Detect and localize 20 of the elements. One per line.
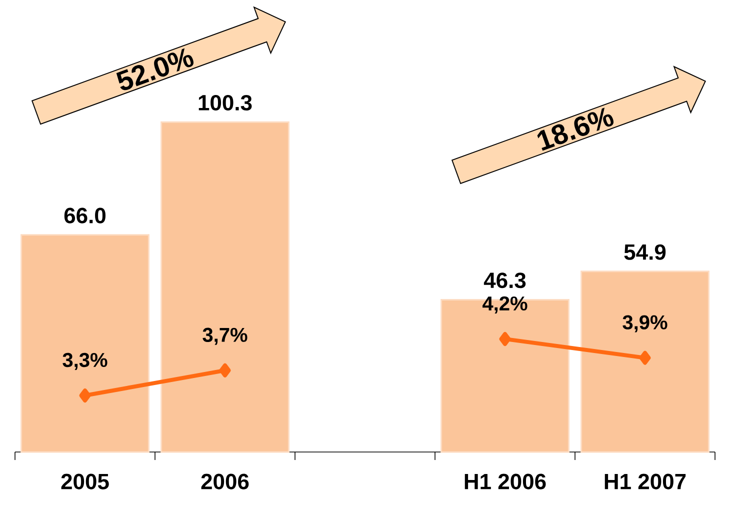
data-label: 3,7%	[202, 328, 248, 345]
x-tick-label: H1 2007	[604, 474, 686, 490]
bar	[20, 234, 150, 453]
data-label: 3,9%	[622, 315, 668, 332]
point	[79, 388, 91, 402]
data-label: 46.3	[484, 272, 526, 288]
x-tick-label: 2006	[201, 474, 249, 490]
data-label: 3,3%	[62, 352, 108, 370]
data-label: 66.0	[64, 208, 106, 224]
point	[499, 332, 511, 346]
data-label: 4,2%	[482, 296, 528, 314]
x-tick-label: 2005	[61, 474, 109, 490]
point	[219, 363, 231, 378]
text: 52.0%	[116, 48, 194, 90]
x-tick-label: H1 2006	[464, 474, 546, 490]
bar	[580, 270, 710, 453]
point	[639, 350, 651, 365]
data-label: 54.9	[624, 244, 666, 260]
annotation: 18.6%	[537, 108, 614, 151]
data-label: 100.3	[198, 94, 252, 111]
